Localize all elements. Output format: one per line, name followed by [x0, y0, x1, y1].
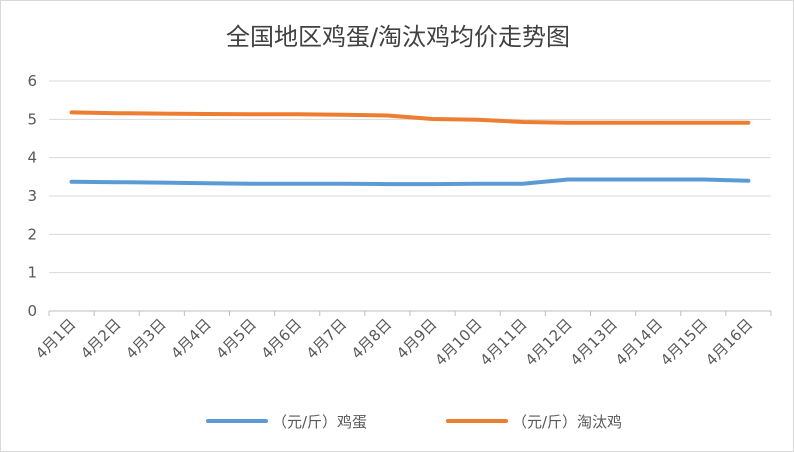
data-point	[385, 114, 389, 117]
legend: （元/斤）鸡蛋 （元/斤）淘汰鸡	[206, 413, 622, 431]
x-tick-label: 4月3日	[122, 315, 169, 362]
x-axis-ticks: 4月1日4月2日4月3日4月4日4月5日4月6日4月7日4月8日4月9日4月10…	[32, 315, 756, 369]
y-axis-ticks: 0 1 2 3 4 5 6	[27, 72, 37, 320]
data-point	[521, 182, 525, 186]
data-point	[205, 181, 209, 185]
x-tick-label: 4月16日	[702, 315, 756, 369]
data-point	[160, 112, 164, 116]
x-tick-label: 4月7日	[303, 315, 350, 362]
y-tick-label: 1	[27, 264, 37, 282]
data-point	[160, 181, 164, 185]
y-tick-label: 4	[27, 149, 37, 167]
data-point	[476, 118, 480, 122]
x-tick-label: 4月1日	[32, 315, 79, 362]
y-tick-label: 6	[27, 72, 37, 90]
series-lines	[69, 110, 751, 187]
x-tick-label: 4月10日	[431, 315, 485, 369]
data-point	[611, 121, 615, 125]
data-point	[385, 182, 389, 186]
x-tick-label: 4月4日	[167, 315, 214, 362]
x-tick-label: 4月13日	[567, 315, 621, 369]
data-point	[656, 178, 660, 181]
data-point	[115, 111, 119, 115]
data-point	[746, 121, 750, 125]
x-tick-label: 4月11日	[476, 315, 530, 369]
legend-label: （元/斤）淘汰鸡	[512, 413, 622, 431]
series-line-1	[69, 110, 751, 125]
x-tick-label: 4月15日	[657, 315, 711, 369]
x-tick-label: 4月6日	[258, 315, 305, 362]
data-point	[431, 117, 435, 121]
x-tick-label: 4月12日	[522, 315, 576, 369]
data-point	[295, 112, 299, 116]
data-point	[431, 182, 435, 186]
data-point	[205, 112, 209, 116]
data-point	[115, 180, 119, 184]
y-tick-label: 5	[27, 110, 37, 128]
data-point	[701, 178, 705, 181]
data-point	[340, 113, 344, 117]
y-tick-label: 2	[27, 225, 37, 243]
data-point	[566, 178, 570, 181]
y-tick-label: 3	[27, 187, 37, 205]
data-point	[250, 112, 254, 116]
gridlines	[48, 80, 772, 316]
data-point	[611, 178, 615, 181]
data-point	[250, 182, 254, 186]
x-tick-label: 4月14日	[612, 315, 666, 369]
data-point	[656, 121, 660, 125]
data-point	[70, 110, 74, 114]
legend-label: （元/斤）鸡蛋	[272, 413, 367, 431]
series-line-0	[69, 177, 751, 187]
x-tick-label: 4月8日	[348, 315, 395, 362]
x-tick-label: 4月2日	[77, 315, 124, 362]
data-point	[521, 120, 525, 124]
data-point	[746, 179, 750, 183]
data-point	[295, 182, 299, 186]
data-point	[70, 180, 74, 184]
data-point	[476, 182, 480, 186]
y-tick-label: 0	[27, 302, 37, 320]
data-point	[566, 121, 570, 125]
data-point	[340, 182, 344, 186]
x-tick-label: 4月5日	[212, 315, 259, 362]
chart-title: 全国地区鸡蛋/淘汰鸡均价走势图	[226, 23, 570, 51]
data-point	[701, 121, 705, 125]
